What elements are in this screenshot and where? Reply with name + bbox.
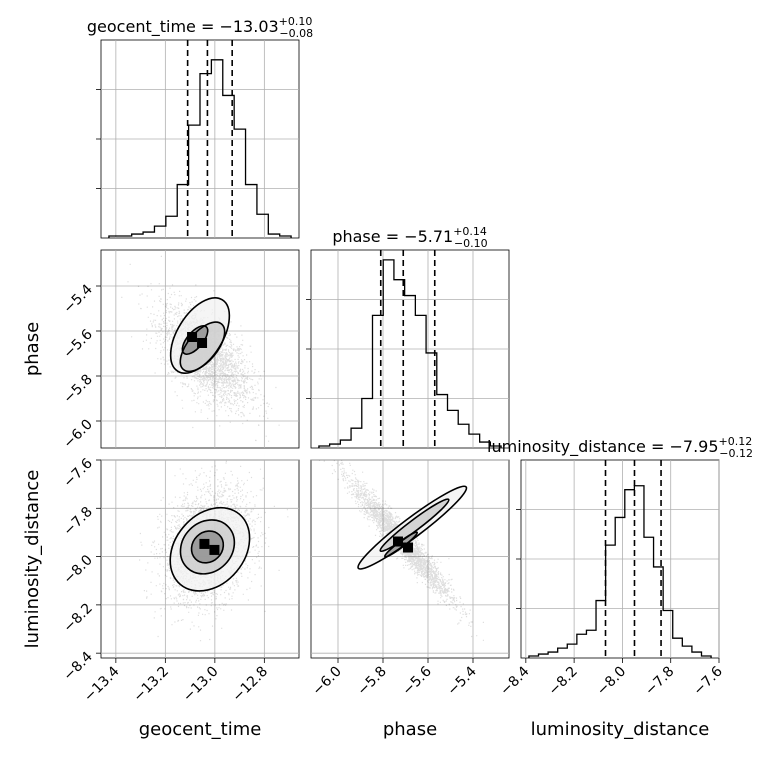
density-peak [393,536,403,547]
contour-line [181,324,209,356]
x-tick-label: −8.0 [594,664,629,699]
x-axis-label-phase: phase [383,719,437,740]
contour-line [190,530,225,564]
scatter-panel-geocent_time-phase [100,249,300,449]
x-tick-label: −13.4 [81,663,123,705]
scatter-panel-phase-luminosity_distance [310,459,510,659]
contour-line [379,498,450,553]
title-geocent_time: geocent_time = −13.03+0.10 −0.08 [87,15,313,40]
panel-content [139,460,289,642]
y-axis-label-luminosity_distance: luminosity_distance [22,470,43,649]
x-tick-label: −5.4 [444,663,479,698]
contour-line [169,297,231,374]
y-tick-label: −8.2 [60,600,95,635]
x-tick-label: −6.0 [309,664,344,699]
contour-line [179,519,236,575]
scatter-panel-geocent_time-luminosity_distance [100,459,300,659]
x-tick-label: −12.8 [230,664,272,706]
density-peak [199,538,210,549]
histogram-bars [528,485,712,658]
y-tick-label: −7.8 [60,504,95,539]
y-tick-label: −8.0 [60,552,95,587]
y-tick-label: −5.4 [60,281,95,316]
y-tick-label: −5.8 [60,372,95,407]
histogram-bars [318,259,502,448]
x-tick-label: −5.6 [399,663,434,698]
x-tick-label: −7.6 [690,663,725,698]
y-tick-label: −8.4 [60,649,95,684]
density-peak [209,544,220,555]
title-phase: phase = −5.71+0.14 −0.10 [332,225,487,250]
x-axis-label-geocent_time: geocent_time [139,719,262,740]
title-luminosity_distance: luminosity_distance = −7.95+0.12 −0.12 [487,435,753,460]
x-tick-label: −13.0 [180,664,222,706]
panel-content [318,460,484,641]
hist-panel-geocent_time: geocent_time = −13.03+0.10 −0.08 [87,15,313,239]
density-peak [403,542,413,553]
contour-line [169,506,251,592]
x-tick-label: −8.4 [497,663,532,698]
x-tick-label: −7.8 [642,664,677,699]
y-tick-label: −7.6 [60,455,95,490]
hist-panel-phase: phase = −5.71+0.14 −0.10 [306,225,510,449]
sample-points [121,255,280,442]
hist-panel-luminosity_distance: luminosity_distance = −7.95+0.12 −0.12 [487,435,753,659]
x-axis-label-luminosity_distance: luminosity_distance [531,719,710,740]
histogram-bars [108,59,292,238]
x-tick-label: −5.8 [354,664,389,699]
x-tick-label: −8.2 [546,664,581,699]
contour-line [357,485,468,570]
y-tick-label: −6.0 [60,417,95,452]
panel-frame [310,459,510,659]
x-tick-label: −13.2 [131,664,173,706]
panel-content [121,255,280,442]
y-axis-label-phase: phase [22,322,43,376]
y-tick-label: −5.6 [60,326,95,361]
